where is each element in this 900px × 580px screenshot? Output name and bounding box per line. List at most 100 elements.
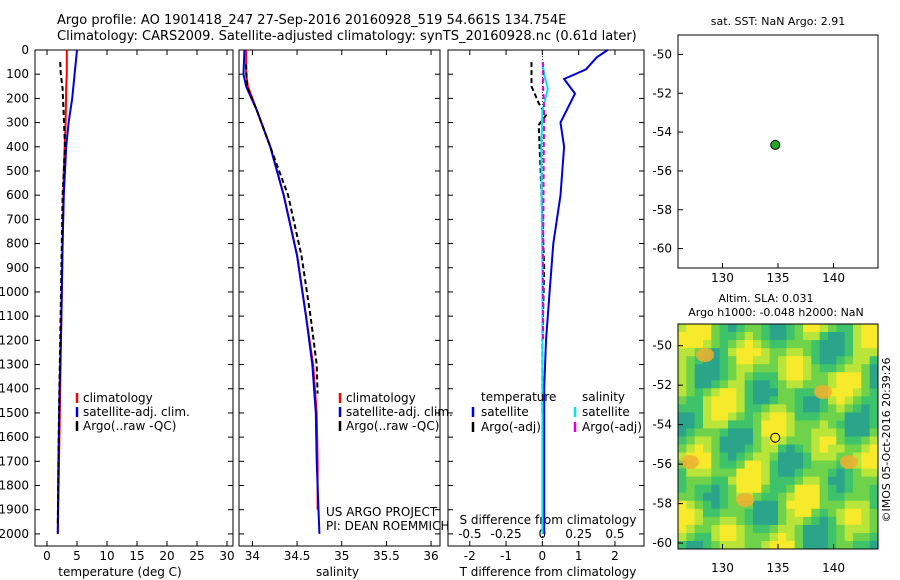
sla-cell [744, 516, 754, 526]
sla-cell [753, 340, 762, 349]
sla-cell [778, 348, 787, 357]
sla-cell [844, 364, 854, 373]
sla-map-title-line2: Argo h1000: -0.048 h2000: NaN [688, 306, 864, 319]
sla-map-x-tick-label: 130 [711, 561, 734, 575]
sla-cell [828, 372, 837, 381]
sla-cell [678, 500, 687, 510]
sla-cell [869, 340, 878, 349]
sla-cell [778, 516, 787, 526]
sla-cell [778, 540, 787, 549]
sla-cell [844, 532, 854, 542]
sla-cell [678, 364, 687, 373]
sla-cell [853, 484, 862, 494]
sla-cell [761, 372, 771, 381]
sla-cell [786, 516, 796, 526]
sla-cell [703, 492, 712, 502]
salinity-legend-label: satellite-adj. clim. [346, 405, 453, 419]
sla-cell [711, 332, 721, 341]
sla-cell [753, 412, 762, 422]
sla-cell [828, 476, 837, 486]
sla-cell [678, 356, 687, 365]
sla-cell [753, 532, 762, 542]
sla-cell [769, 452, 779, 462]
sla-cell [828, 412, 837, 422]
sla-cell [828, 332, 837, 341]
sla-cell [703, 532, 712, 542]
sla-cell [753, 516, 762, 526]
sla-cell [861, 420, 871, 430]
sla-cell [819, 404, 829, 413]
sla-cell [819, 516, 829, 526]
sla-cell [769, 356, 779, 365]
sla-cell [786, 420, 796, 430]
sla-cell [811, 324, 821, 333]
salinity-series-argorawqc [245, 64, 319, 394]
sla-cell [744, 508, 754, 518]
sla-cell [719, 428, 729, 438]
sla-cell [711, 444, 721, 454]
sla-cell [828, 540, 837, 549]
sla-cell [844, 524, 854, 534]
sla-cell [761, 404, 771, 413]
sla-cell [678, 452, 687, 462]
sla-cell [778, 524, 787, 534]
sla-cell [803, 388, 812, 397]
sla-cell [811, 460, 821, 470]
difference-panel-frame [447, 49, 645, 547]
sla-cell [828, 524, 837, 534]
temperature-series-argorawqc [56, 62, 67, 525]
sla-cell [711, 476, 721, 486]
sla-cell [686, 356, 696, 365]
sla-cell [728, 388, 737, 397]
sla-cell [703, 364, 712, 373]
salinity-x-tick-label: 34.5 [284, 549, 311, 563]
sst-map-y-tick-label: -54 [652, 125, 672, 139]
sla-cell [828, 340, 837, 349]
sla-cell [736, 484, 746, 494]
sla-cell [694, 404, 704, 413]
sla-cell [678, 332, 687, 341]
sla-cell [794, 508, 804, 518]
sla-cell [694, 540, 704, 549]
sla-cell [686, 372, 696, 381]
sla-cell [861, 364, 871, 373]
sla-cell [794, 332, 804, 341]
sla-cell [761, 396, 771, 405]
sla-cell [786, 372, 796, 381]
temperature-x-tick-label: 0 [43, 549, 51, 563]
sla-cell [836, 476, 846, 486]
sst-map-y-tick-label: -60 [652, 242, 672, 256]
sla-cell [694, 476, 704, 486]
sla-cell [736, 388, 746, 397]
sst-map-title: sat. SST: NaN Argo: 2.91 [711, 15, 845, 28]
sla-cell [869, 484, 878, 494]
sla-cell [703, 500, 712, 510]
sla-cell [694, 524, 704, 534]
sla-cell [811, 404, 821, 413]
sla-cell [678, 524, 687, 534]
sla-cell [711, 460, 721, 470]
sla-cell [786, 532, 796, 542]
depth-y-tick-label: 400 [6, 140, 29, 154]
sla-cell [753, 428, 762, 438]
sla-cell [711, 428, 721, 438]
sla-cell [728, 364, 737, 373]
sla-cell [686, 380, 696, 389]
sla-cell [753, 524, 762, 534]
sla-cell [819, 348, 829, 357]
sla-cell [711, 380, 721, 389]
sla-cell [753, 332, 762, 341]
sla-high-spot [840, 455, 858, 469]
sst-map-x-tick-label: 140 [822, 271, 845, 285]
sla-cell [736, 380, 746, 389]
sla-cell [703, 484, 712, 494]
sla-cell [719, 460, 729, 470]
sla-cell [728, 452, 737, 462]
sla-cell [678, 484, 687, 494]
sla-cell [819, 420, 829, 430]
sla-cell [753, 324, 762, 333]
depth-y-tick-label: 500 [6, 164, 29, 178]
sla-cell [744, 484, 754, 494]
depth-y-tick-label: 1600 [0, 430, 29, 444]
sla-cell [728, 348, 737, 357]
